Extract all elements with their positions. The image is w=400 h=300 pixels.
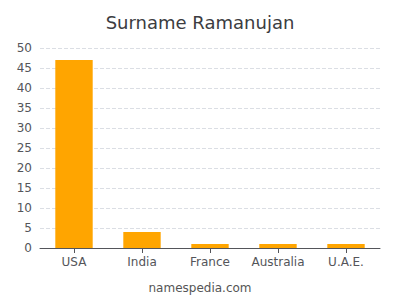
svg-text:India: India (127, 255, 156, 269)
svg-text:namespedia.com: namespedia.com (148, 281, 251, 295)
svg-text:20: 20 (17, 161, 32, 175)
svg-text:25: 25 (17, 141, 32, 155)
svg-text:5: 5 (24, 221, 32, 235)
svg-text:45: 45 (17, 61, 32, 75)
svg-text:50: 50 (17, 41, 32, 55)
svg-text:USA: USA (62, 255, 88, 269)
svg-text:U.A.E.: U.A.E. (328, 255, 364, 269)
svg-text:15: 15 (17, 181, 32, 195)
svg-text:10: 10 (17, 201, 32, 215)
svg-text:Surname Ramanujan: Surname Ramanujan (106, 12, 295, 33)
svg-text:France: France (190, 255, 230, 269)
svg-text:35: 35 (17, 101, 32, 115)
svg-text:0: 0 (24, 241, 32, 255)
svg-text:30: 30 (17, 121, 32, 135)
svg-text:40: 40 (17, 81, 32, 95)
svg-text:Australia: Australia (251, 255, 304, 269)
